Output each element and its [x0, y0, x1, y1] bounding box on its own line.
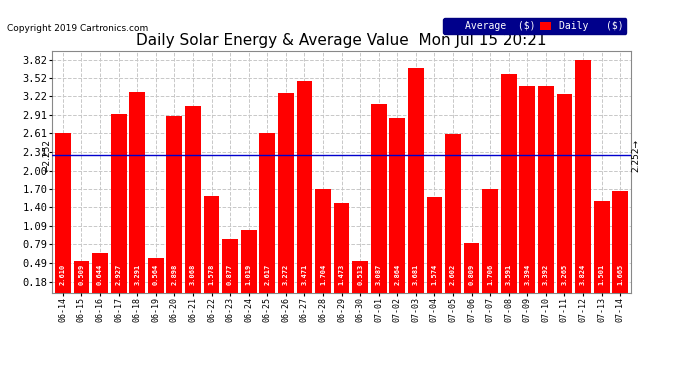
- Text: 1.501: 1.501: [599, 264, 604, 285]
- Text: 3.291: 3.291: [134, 264, 140, 285]
- Text: 0.877: 0.877: [227, 264, 233, 285]
- Bar: [55, 134, 71, 292]
- Bar: [259, 133, 275, 292]
- Bar: [92, 253, 108, 292]
- Text: 2.927: 2.927: [116, 264, 121, 285]
- Bar: [538, 86, 554, 292]
- Bar: [482, 189, 498, 292]
- Bar: [520, 86, 535, 292]
- Text: 2.617: 2.617: [264, 264, 270, 285]
- Bar: [185, 106, 201, 292]
- Text: 2.610: 2.610: [60, 264, 66, 285]
- Bar: [389, 118, 405, 292]
- Text: 3.681: 3.681: [413, 264, 419, 285]
- Title: Daily Solar Energy & Average Value  Mon Jul 15 20:21: Daily Solar Energy & Average Value Mon J…: [137, 33, 546, 48]
- Bar: [501, 74, 517, 292]
- Text: 3.068: 3.068: [190, 264, 196, 285]
- Text: 1.578: 1.578: [208, 264, 215, 285]
- Bar: [315, 189, 331, 292]
- Bar: [352, 261, 368, 292]
- Text: ←2.252: ←2.252: [42, 139, 51, 172]
- Bar: [334, 203, 349, 292]
- Bar: [464, 243, 480, 292]
- Text: 3.394: 3.394: [524, 264, 531, 285]
- Bar: [166, 116, 182, 292]
- Text: 0.809: 0.809: [469, 264, 475, 285]
- Text: 1.704: 1.704: [320, 264, 326, 285]
- Bar: [241, 230, 257, 292]
- Bar: [575, 60, 591, 292]
- Bar: [297, 81, 313, 292]
- Text: 1.665: 1.665: [617, 264, 623, 285]
- Text: 0.564: 0.564: [152, 264, 159, 285]
- Text: 2.864: 2.864: [394, 264, 400, 285]
- Bar: [612, 191, 628, 292]
- Text: 2.898: 2.898: [171, 264, 177, 285]
- Bar: [426, 196, 442, 292]
- Text: 0.644: 0.644: [97, 264, 103, 285]
- Bar: [222, 239, 238, 292]
- Bar: [148, 258, 164, 292]
- Bar: [593, 201, 609, 292]
- Bar: [408, 68, 424, 292]
- Text: 1.706: 1.706: [487, 264, 493, 285]
- Bar: [557, 94, 573, 292]
- Text: 0.513: 0.513: [357, 264, 363, 285]
- Text: 3.824: 3.824: [580, 264, 586, 285]
- Text: 3.591: 3.591: [506, 264, 512, 285]
- Bar: [129, 92, 145, 292]
- Text: 2.602: 2.602: [450, 264, 456, 285]
- Text: 3.272: 3.272: [283, 264, 289, 285]
- Text: 2.252→: 2.252→: [632, 139, 641, 172]
- Text: 3.471: 3.471: [302, 264, 308, 285]
- Text: 3.392: 3.392: [543, 264, 549, 285]
- Bar: [204, 196, 219, 292]
- Text: Copyright 2019 Cartronics.com: Copyright 2019 Cartronics.com: [7, 24, 148, 33]
- Text: 1.019: 1.019: [246, 264, 252, 285]
- Text: 0.509: 0.509: [79, 264, 84, 285]
- Text: 3.087: 3.087: [375, 264, 382, 285]
- Bar: [445, 134, 461, 292]
- Text: 3.265: 3.265: [562, 264, 567, 285]
- Bar: [110, 114, 126, 292]
- Bar: [74, 261, 90, 292]
- Text: 1.473: 1.473: [339, 264, 344, 285]
- Bar: [278, 93, 294, 292]
- Legend: Average  ($), Daily   ($): Average ($), Daily ($): [443, 18, 627, 34]
- Text: 1.574: 1.574: [431, 264, 437, 285]
- Bar: [371, 104, 386, 292]
